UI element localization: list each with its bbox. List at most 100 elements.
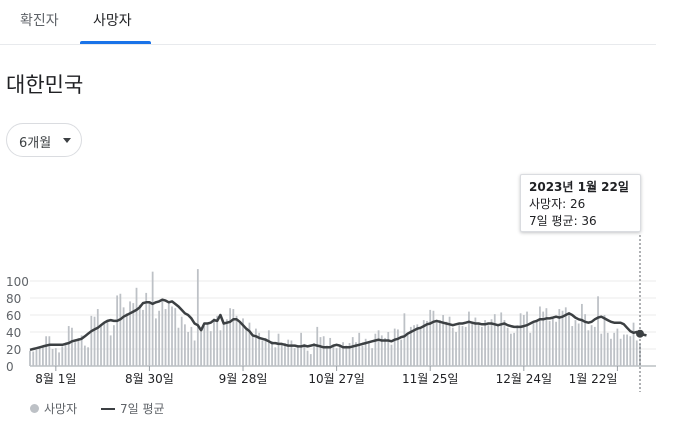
death-bar [125,313,128,366]
death-bar [629,336,632,366]
x-tick-label: 8월 30일 [125,372,174,386]
death-bar [132,303,135,366]
average-line [29,298,647,352]
death-bar [429,309,432,366]
death-bar [432,310,435,366]
death-bar [167,302,170,366]
time-range-dropdown[interactable]: 6개월 [6,123,82,157]
death-bar [458,325,461,366]
death-bar [639,343,641,366]
death-bar [187,332,190,366]
death-bar [42,345,44,366]
death-bar [368,341,370,366]
time-range-label: 6개월 [19,136,52,151]
death-bar [384,337,386,366]
death-bar [419,328,422,366]
death-bar [258,332,261,366]
death-bar [535,321,538,366]
death-bar [390,344,393,366]
death-bar [184,324,186,366]
death-bar [406,334,409,366]
death-bar [196,269,199,366]
death-bar [558,309,561,366]
death-bar [500,312,503,366]
death-bar [122,307,125,366]
death-bar [306,350,309,366]
death-bar [51,349,54,366]
y-tick-label: 80 [6,292,21,306]
death-bar [45,336,48,366]
death-bar [67,326,70,366]
death-bar [435,320,438,366]
death-bar [461,326,464,366]
death-bar [326,345,328,366]
death-bar [338,344,341,366]
death-bar [296,346,299,366]
death-bar [61,346,64,366]
y-tick-label: 100 [6,275,29,289]
death-bar [387,332,390,366]
death-bar [232,309,235,366]
death-bar [90,315,93,366]
death-bar [474,317,477,366]
death-bar [584,314,587,366]
death-bar [581,303,583,366]
death-bar [138,304,141,366]
death-bar [106,320,109,366]
death-bar [32,351,35,366]
death-bar [529,332,532,366]
death-bar [448,316,451,366]
death-bar [161,299,164,366]
death-bar [171,306,173,366]
death-bar [539,306,541,366]
death-bar [606,332,609,366]
death-bar [177,327,180,366]
death-bar [571,326,574,366]
tab-bar: 확진자 사망자 [0,0,656,45]
death-bar [335,348,338,366]
death-bar [561,310,564,366]
death-bar [342,342,344,366]
tab-confirmed-cases[interactable]: 확진자 [20,13,59,29]
death-bar [516,325,519,366]
death-bar [71,327,73,366]
x-tick-label: 12월 24일 [496,372,552,386]
death-bar [445,321,448,366]
death-bar [442,315,445,366]
death-bar [242,318,244,366]
death-bar [303,343,306,366]
death-bar [287,339,290,366]
death-bar [274,347,277,366]
death-bar [58,352,60,366]
death-bar [455,332,457,366]
tab-deaths[interactable]: 사망자 [93,13,132,29]
death-bar [487,325,490,366]
chart-legend: 사망자 7일 평균 [30,400,165,417]
death-bar [54,348,57,366]
death-bar [587,330,590,366]
death-bar [542,311,545,366]
legend-bar-swatch [30,404,39,413]
legend-deaths: 사망자 [44,402,78,416]
death-bar [38,347,41,366]
deaths-chart[interactable]: 0 20 40 60 80 100 8월 1일 8월 30일 9월 28일 10월 27일 11월… [0,160,673,392]
death-bar [83,345,86,366]
death-bar [193,340,196,366]
death-bar [513,332,516,366]
death-bar [29,350,31,366]
death-bar [490,319,493,366]
death-bar [600,333,603,366]
death-bar [151,271,154,366]
death-bar [526,311,528,366]
x-tick-label: 8월 1일 [35,372,76,386]
death-bar [35,349,38,366]
death-bar [319,337,322,366]
death-bar [593,326,596,366]
death-bar [351,337,354,366]
death-bar [416,324,419,366]
death-bar [309,354,312,366]
death-bar [622,334,625,366]
death-bar [590,325,593,366]
death-bar [248,322,251,366]
x-tick-label: 10월 27일 [308,372,364,386]
